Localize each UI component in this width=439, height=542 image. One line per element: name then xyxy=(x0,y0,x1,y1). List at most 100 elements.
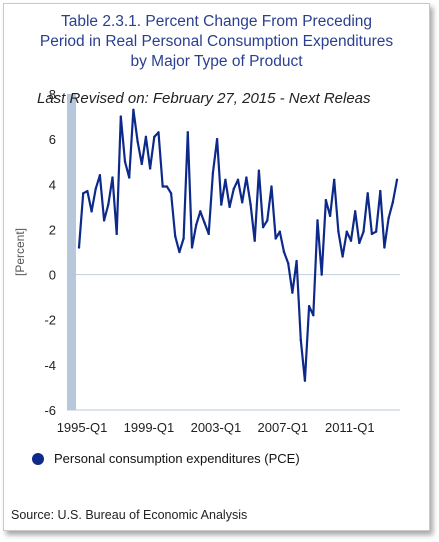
data-point xyxy=(353,210,357,213)
data-point xyxy=(169,192,173,195)
data-point xyxy=(136,140,139,143)
data-point xyxy=(370,232,374,236)
data-point xyxy=(333,178,336,181)
data-point xyxy=(215,137,219,141)
y-tick-label: 4 xyxy=(49,177,56,192)
data-point xyxy=(236,178,240,181)
data-point xyxy=(115,232,118,236)
data-point xyxy=(86,189,89,193)
data-point xyxy=(387,216,390,220)
chart-panel: Table 2.3.1. Percent Change From Precedi… xyxy=(3,3,430,531)
data-point xyxy=(174,235,177,238)
legend-label-pce: Personal consumption expenditures (PCE) xyxy=(54,451,300,466)
data-point xyxy=(299,338,302,342)
data-point xyxy=(157,131,160,134)
data-point xyxy=(123,160,127,163)
data-point xyxy=(307,304,311,308)
data-point xyxy=(90,210,93,213)
title-line-1: Table 2.3.1. Percent Change From Precedi… xyxy=(60,13,373,30)
data-point xyxy=(199,210,202,213)
x-tick-label: 2003-Q1 xyxy=(191,420,242,435)
data-point xyxy=(102,219,106,222)
line-chart: -6 -4 -2 0 2 4 6 8 [Percent] 1995-Q1 1999-Q1 2003-Q… xyxy=(13,87,400,435)
data-point xyxy=(161,185,164,188)
data-point xyxy=(140,162,143,166)
data-point xyxy=(207,232,210,236)
data-point xyxy=(228,205,231,209)
data-point xyxy=(312,314,315,317)
data-point xyxy=(211,171,215,175)
x-tick-label: 2007-Q1 xyxy=(258,420,309,435)
data-point xyxy=(266,219,269,222)
data-point xyxy=(374,230,378,233)
data-point xyxy=(391,201,395,204)
y-axis-bar xyxy=(67,94,76,410)
revised-note: Last Revised on: February 27, 2015 - Nex… xyxy=(37,90,371,107)
data-point xyxy=(94,187,97,190)
data-point xyxy=(345,230,348,233)
data-point xyxy=(358,241,361,245)
data-point xyxy=(395,178,399,181)
data-point xyxy=(261,225,265,229)
data-point xyxy=(119,115,123,118)
legend-marker-pce xyxy=(32,452,44,465)
source-note: Source: U.S. Bureau of Economic Analysis xyxy=(11,508,248,522)
data-point xyxy=(366,192,369,195)
data-point xyxy=(282,250,286,254)
data-point xyxy=(324,198,328,202)
y-tick-label: -6 xyxy=(44,403,56,418)
chart-title: Table 2.3.1. Percent Change From Precedi… xyxy=(4,12,429,72)
data-point xyxy=(153,135,156,139)
data-point xyxy=(107,203,110,206)
y-tick-label: 0 xyxy=(49,268,56,283)
data-point xyxy=(257,169,261,172)
data-point xyxy=(245,176,248,179)
series-line-pce xyxy=(77,108,399,382)
data-point xyxy=(240,201,244,204)
title-line-3: by Major Type of Product xyxy=(130,53,303,70)
data-point xyxy=(291,291,294,294)
y-tick-label: -2 xyxy=(44,313,56,328)
data-point xyxy=(190,246,194,249)
data-point xyxy=(165,185,169,188)
y-axis-label: [Percent] xyxy=(13,228,27,276)
y-tick-label: 8 xyxy=(49,87,56,102)
data-point xyxy=(337,230,340,233)
x-tick-label: 1995-Q1 xyxy=(57,420,108,435)
data-point xyxy=(320,273,323,276)
data-point xyxy=(328,214,332,218)
legend[interactable]: Personal consumption expenditures (PCE) xyxy=(32,451,300,466)
data-point xyxy=(144,135,148,139)
data-point xyxy=(77,246,81,249)
data-point xyxy=(316,219,319,222)
data-point xyxy=(186,131,189,134)
data-point xyxy=(383,246,386,249)
data-point xyxy=(98,174,102,177)
data-point xyxy=(349,239,353,242)
y-tick-label: 6 xyxy=(49,132,56,147)
data-point xyxy=(379,189,382,193)
data-point xyxy=(111,176,114,179)
data-point xyxy=(232,187,236,190)
data-point xyxy=(303,379,307,382)
data-point xyxy=(249,203,252,206)
data-point xyxy=(128,176,131,179)
data-point xyxy=(274,237,277,240)
data-point xyxy=(81,192,85,195)
data-point xyxy=(148,167,152,170)
data-point xyxy=(203,221,206,224)
data-point xyxy=(287,262,290,265)
data-point xyxy=(182,237,185,240)
data-point xyxy=(132,108,135,112)
data-point xyxy=(295,259,298,263)
data-point xyxy=(220,203,223,206)
data-point xyxy=(194,223,198,227)
data-point xyxy=(224,178,227,181)
y-tick-label: 2 xyxy=(49,222,56,237)
y-tick-label: -4 xyxy=(44,358,56,373)
title-line-2: Period in Real Personal Consumption Expe… xyxy=(39,33,394,50)
x-tick-label: 1999-Q1 xyxy=(124,420,175,435)
data-point xyxy=(278,230,282,233)
data-point xyxy=(362,230,365,233)
x-tick-label: 2011-Q1 xyxy=(325,420,375,435)
